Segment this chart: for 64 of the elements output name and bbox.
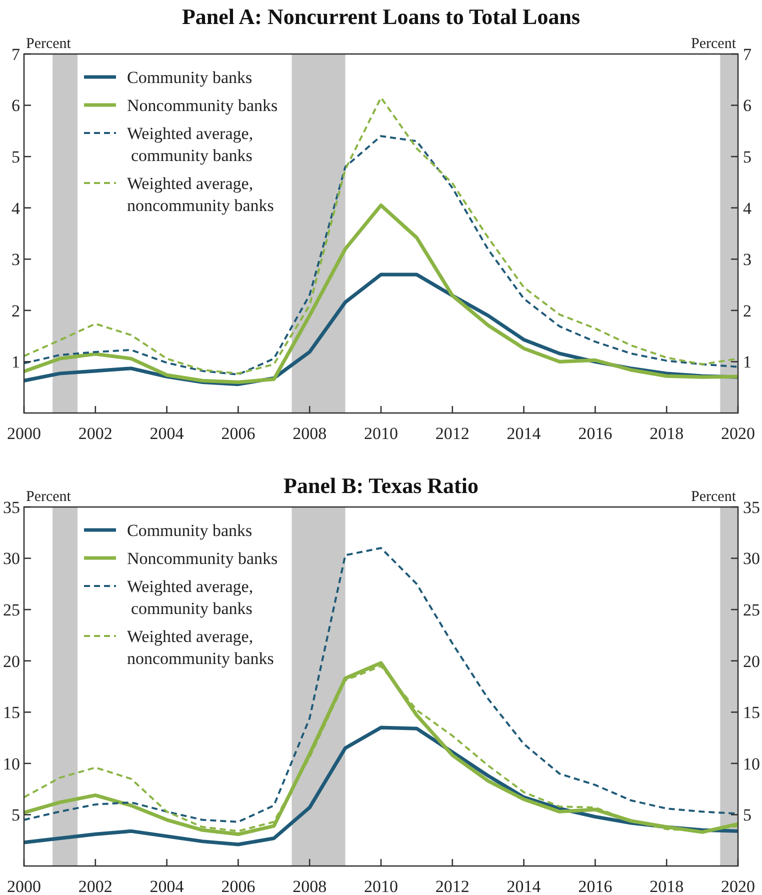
- y-tick-label: 7: [12, 44, 20, 64]
- x-tick-label: 2020: [721, 877, 755, 895]
- y2-tick-label: 20: [743, 652, 760, 671]
- y-tick-label: 15: [3, 703, 20, 722]
- y2-tick-label: 5: [743, 148, 752, 167]
- x-tick-label: 2004: [150, 877, 184, 895]
- x-tick-label: 2012: [435, 424, 470, 443]
- x-tick-label: 2006: [221, 877, 256, 895]
- x-tick-label: 2002: [78, 424, 112, 443]
- x-tick-label: 2002: [78, 877, 112, 895]
- y-tick-label: 5: [12, 148, 20, 167]
- y-tick-label: 35: [3, 498, 20, 517]
- x-tick-label: 2000: [7, 424, 41, 443]
- legend-label: Community banks: [127, 68, 252, 87]
- x-tick-label: 2016: [578, 424, 612, 443]
- x-tick-label: 2008: [292, 424, 327, 443]
- y2-axis-title: Percent: [691, 36, 737, 52]
- y2-tick-label: 30: [743, 549, 760, 568]
- x-tick-label: 2020: [721, 424, 755, 443]
- x-tick-label: 2010: [364, 424, 398, 443]
- x-tick-label: 2006: [221, 424, 256, 443]
- y-tick-label: 25: [3, 600, 20, 620]
- legend-label: Weighted average, noncommunity banks: [127, 626, 274, 668]
- x-tick-label: 2014: [506, 877, 542, 895]
- y2-tick-label: 1: [743, 352, 752, 372]
- x-tick-label: 2014: [506, 424, 542, 443]
- x-tick-label: 2000: [7, 877, 41, 895]
- y2-tick-label: 35: [743, 498, 760, 517]
- chart-title: Panel B: Texas Ratio: [284, 473, 478, 498]
- legend-label: Weighted average, noncommunity banks: [127, 174, 274, 216]
- y2-tick-label: 4: [743, 198, 752, 218]
- y-tick-label: 20: [3, 652, 20, 671]
- y-tick-label: 10: [3, 754, 20, 774]
- y-tick-label: 5: [12, 806, 20, 825]
- y-tick-label: 3: [12, 250, 20, 270]
- y2-tick-label: 25: [743, 600, 760, 620]
- legend-label: Community banks: [127, 520, 252, 540]
- x-tick-label: 2004: [150, 424, 184, 443]
- y2-tick-label: 5: [743, 806, 752, 825]
- y2-axis-title: Percent: [691, 489, 737, 505]
- legend-label: Noncommunity banks: [127, 548, 278, 568]
- y-axis-title: Percent: [26, 36, 72, 52]
- x-tick-label: 2018: [650, 877, 684, 895]
- y-tick-label: 6: [12, 96, 20, 116]
- y2-tick-label: 2: [743, 301, 752, 320]
- y-tick-label: 4: [12, 198, 20, 218]
- y2-tick-label: 15: [743, 703, 760, 722]
- y-tick-label: 1: [12, 352, 20, 372]
- y2-tick-label: 10: [743, 754, 760, 774]
- y-tick-label: 2: [12, 301, 20, 320]
- x-tick-label: 2010: [364, 877, 398, 895]
- legend-label: Weighted average, community banks: [127, 124, 254, 166]
- x-tick-label: 2008: [292, 877, 327, 895]
- chart-title: Panel A: Noncurrent Loans to Total Loans: [182, 4, 580, 29]
- y2-tick-label: 7: [743, 44, 752, 64]
- x-tick-label: 2018: [650, 424, 684, 443]
- y2-tick-label: 6: [743, 96, 752, 116]
- x-tick-label: 2012: [435, 877, 470, 895]
- y-axis-title: Percent: [26, 489, 72, 505]
- y2-tick-label: 3: [743, 250, 752, 270]
- legend-label: Weighted average, community banks: [127, 576, 254, 618]
- x-tick-label: 2016: [578, 877, 612, 895]
- legend-label: Noncommunity banks: [127, 96, 278, 115]
- y-tick-label: 30: [3, 549, 20, 568]
